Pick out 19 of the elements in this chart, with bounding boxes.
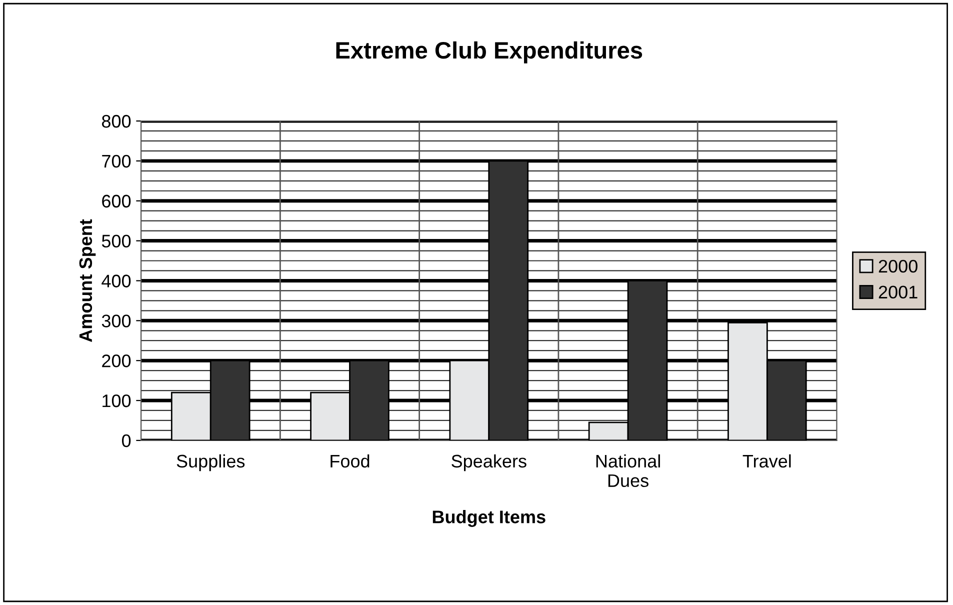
y-tick-label: 300 [102,314,131,328]
legend-label: 2001 [878,286,918,298]
x-tick-label: Food [330,454,370,468]
y-tick-label: 400 [102,274,131,288]
x-tick-label: Speakers [452,454,526,472]
y-tick-label: 700 [102,154,131,168]
x-tick-label: National Dues [596,454,660,488]
y-axis-title: Amount Spent [79,219,96,342]
y-tick-label: 0 [122,434,131,448]
chart-title: Extreme Club Expenditures [336,41,642,64]
y-tick-label: 800 [102,114,131,128]
y-tick-label: 100 [102,394,131,408]
y-tick-label: 500 [102,234,131,248]
x-tick-label: Travel [742,454,791,468]
y-tick-label: 600 [102,194,131,208]
y-tick-label: 200 [102,354,131,368]
x-axis-title: Budget Items [432,510,546,527]
x-tick-label: Supplies [176,454,245,472]
legend-label: 2000 [878,260,918,273]
